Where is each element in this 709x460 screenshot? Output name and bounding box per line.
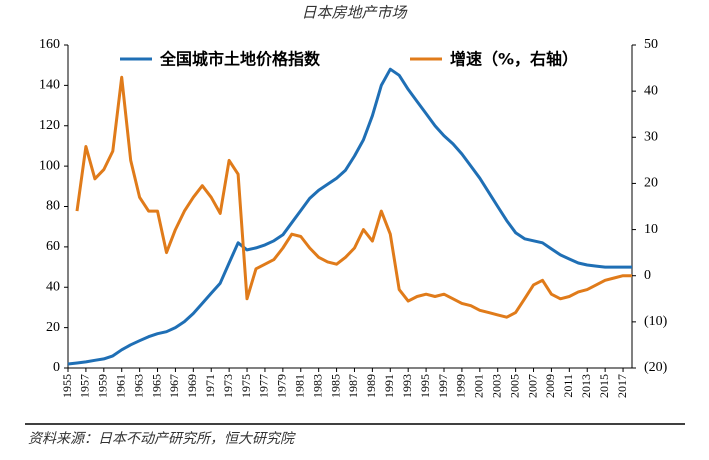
x-tick-label: 1985 xyxy=(328,374,342,398)
x-tick-label: 1977 xyxy=(257,374,271,398)
x-tick-label: 1971 xyxy=(203,374,217,398)
x-tick-label: 1967 xyxy=(167,374,181,398)
y2-tick-label: (20) xyxy=(644,360,668,375)
x-tick-label: 1993 xyxy=(400,374,414,398)
y2-tick-label: (10) xyxy=(644,314,668,329)
y-tick-label: 160 xyxy=(39,37,60,52)
x-tick-label: 2009 xyxy=(543,374,557,398)
y2-tick-label: 30 xyxy=(644,130,658,145)
y2-tick-label: 20 xyxy=(644,176,658,191)
y-tick-label: 60 xyxy=(46,239,60,254)
y2-tick-label: 0 xyxy=(644,268,651,283)
x-tick-label: 1979 xyxy=(275,374,289,398)
y-tick-label: 40 xyxy=(46,279,60,294)
x-tick-label: 2011 xyxy=(561,374,575,398)
x-tick-label: 2015 xyxy=(597,374,611,398)
x-tick-label: 1991 xyxy=(382,374,396,398)
x-tick-label: 1961 xyxy=(113,374,127,398)
x-tick-label: 1975 xyxy=(239,374,253,398)
x-tick-label: 1969 xyxy=(185,374,199,398)
x-tick-label: 1999 xyxy=(454,374,468,398)
x-tick-label: 1973 xyxy=(221,374,235,398)
x-tick-label: 1987 xyxy=(346,374,360,398)
legend-label: 全国城市土地价格指数 xyxy=(159,50,321,69)
series-line xyxy=(67,67,632,366)
x-tick-label: 2013 xyxy=(579,374,593,398)
y-tick-label: 100 xyxy=(39,158,60,173)
x-tick-label: 1981 xyxy=(293,374,307,398)
y-tick-label: 80 xyxy=(46,199,60,214)
x-tick-label: 2003 xyxy=(489,374,503,398)
x-tick-label: 2007 xyxy=(525,374,539,398)
y-tick-label: 0 xyxy=(53,360,60,375)
x-tick-label: 1957 xyxy=(78,374,92,398)
x-tick-label: 2017 xyxy=(615,374,629,398)
legend-label: 增速（%，右轴） xyxy=(450,50,578,69)
x-tick-label: 1963 xyxy=(131,374,145,398)
x-tick-label: 1995 xyxy=(418,374,432,398)
x-tick-label: 2005 xyxy=(507,374,521,398)
chart-title: 日本房地产市场 xyxy=(301,4,408,21)
y-tick-label: 20 xyxy=(46,320,60,335)
series-line xyxy=(75,75,632,319)
x-tick-label: 1959 xyxy=(96,374,110,398)
y2-tick-label: 50 xyxy=(644,37,658,52)
x-tick-label: 1965 xyxy=(149,374,163,398)
x-tick-label: 1997 xyxy=(436,374,450,398)
y2-tick-label: 40 xyxy=(644,83,658,98)
y2-tick-label: 10 xyxy=(644,222,658,237)
x-tick-label: 1983 xyxy=(310,374,324,398)
x-tick-label: 1989 xyxy=(364,374,378,398)
x-tick-label: 2001 xyxy=(472,374,486,398)
source: 资料来源：日本不动产研究所，恒大研究院 xyxy=(28,431,296,447)
y-tick-label: 120 xyxy=(39,118,60,133)
y-tick-label: 140 xyxy=(39,78,60,93)
x-tick-label: 1955 xyxy=(60,374,74,398)
